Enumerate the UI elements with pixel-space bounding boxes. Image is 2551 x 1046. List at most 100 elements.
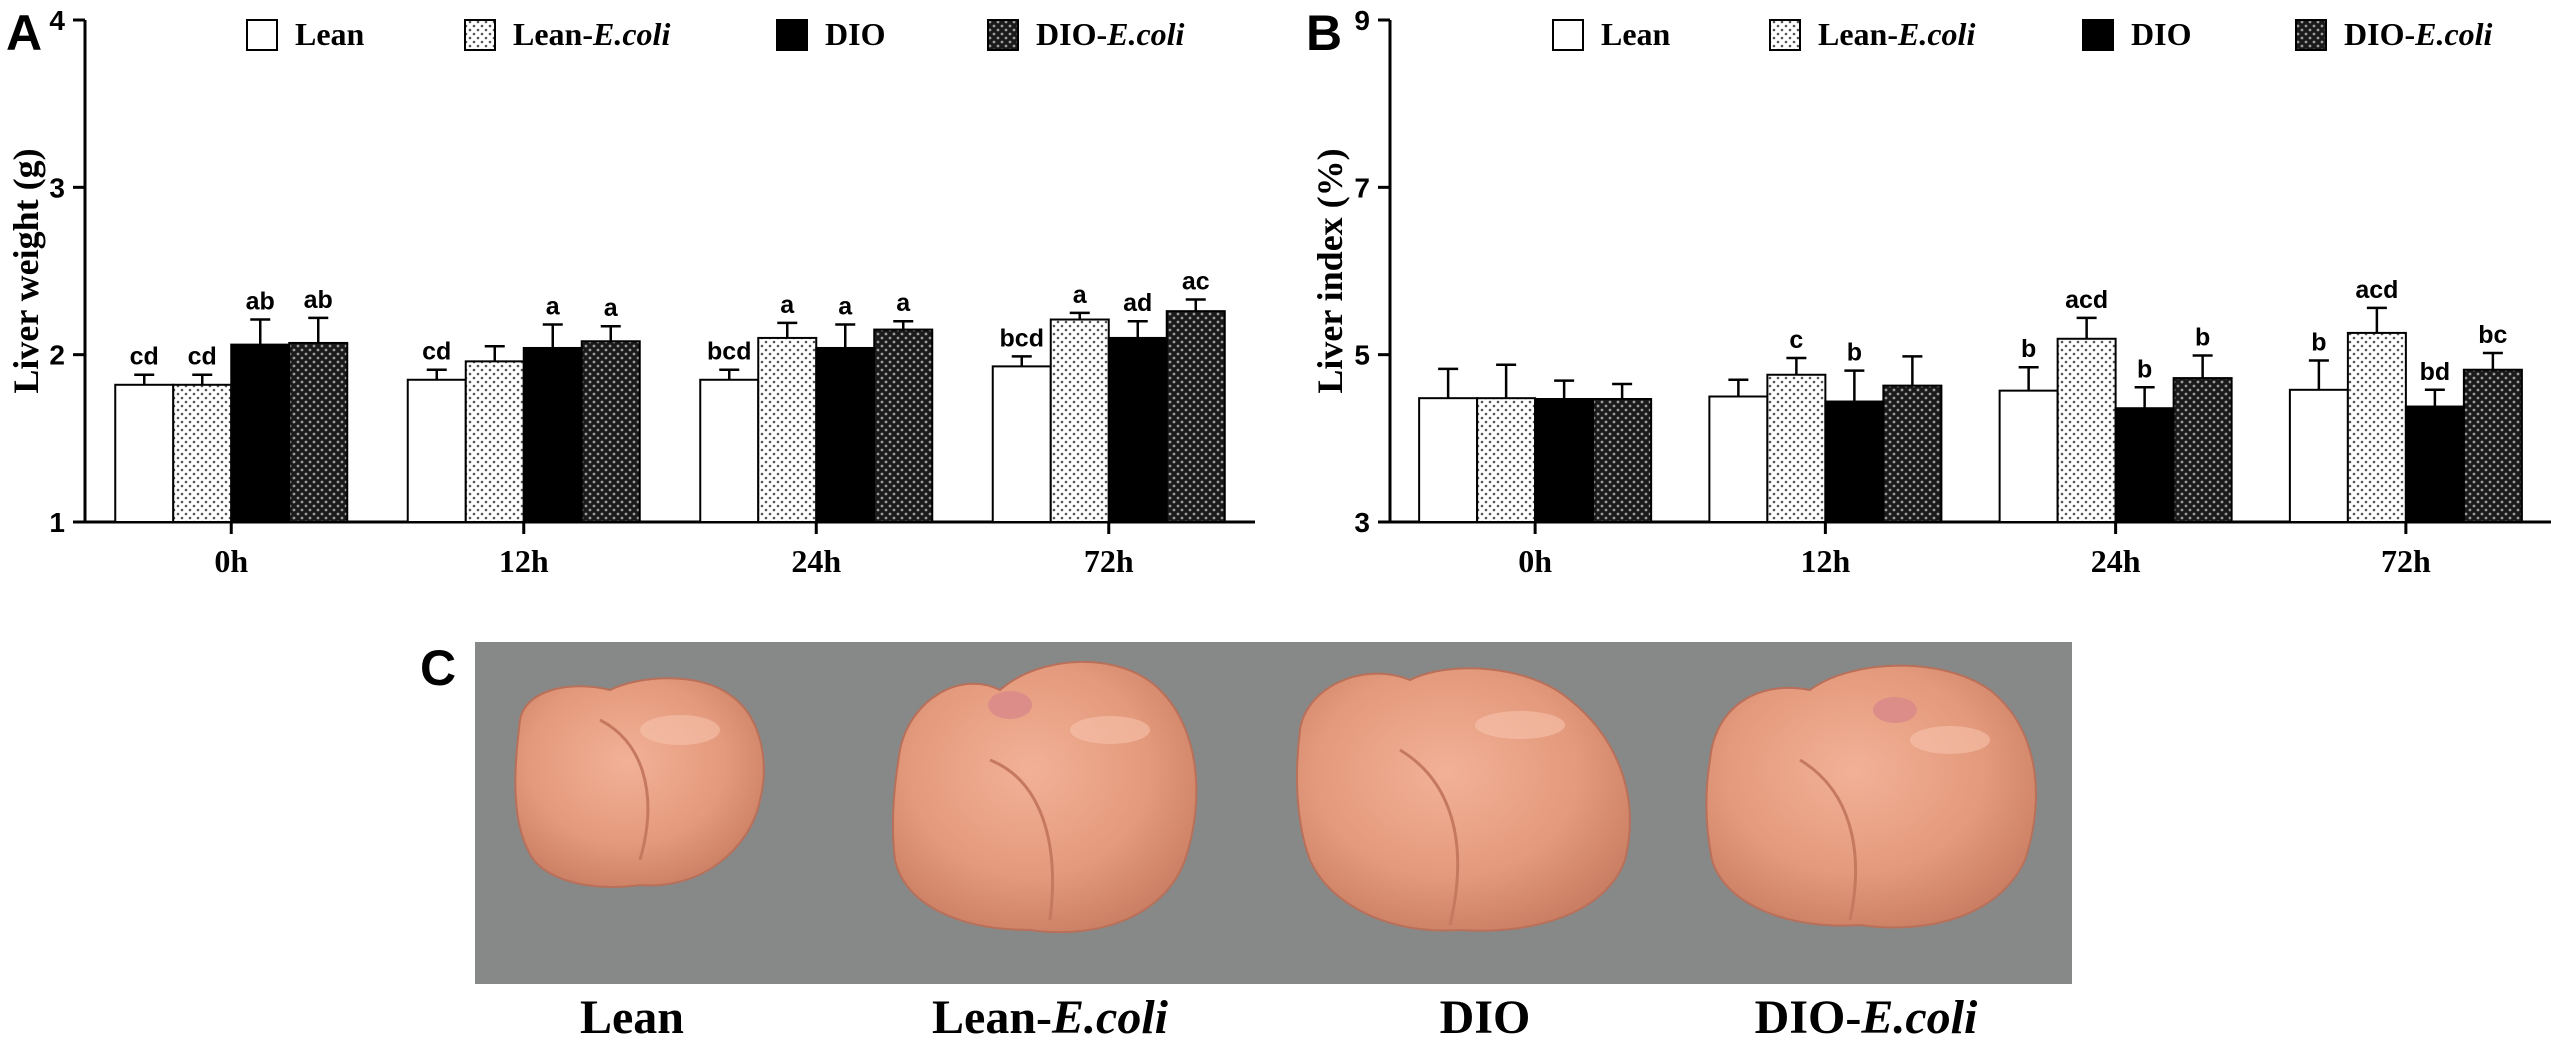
significance-label: bcd (707, 338, 751, 366)
significance-label: a (546, 293, 561, 321)
chart-liver-weight: 1 2 3 4 Liver weight (g) 0h cd cd ab ab 12h cd a a 24h… (6, 5, 1255, 579)
caption-lean-e-coli: Lean-E.coli (932, 991, 1169, 1044)
legend-label-italic: E.coli (2414, 16, 2492, 52)
legend-swatch-dio (776, 19, 808, 51)
bar-dio-e-coli-24h (2172, 377, 2233, 523)
y-tick-label: 9 (1354, 5, 1370, 36)
significance-label: cd (130, 343, 159, 371)
bar-lean-72h (991, 365, 1052, 523)
x-tick-label-72h: 72h (1084, 543, 1134, 579)
x-tick-label-24h: 24h (791, 543, 841, 579)
x-tick-label-72h: 72h (2381, 543, 2431, 579)
bar-lean-12h (1708, 395, 1769, 523)
caption-italic: E.coli (1860, 991, 1978, 1044)
significance-label: a (604, 294, 619, 322)
bar-dio-24h (2114, 407, 2175, 524)
bar-dio-72h (1107, 336, 1168, 523)
caption-italic: E.coli (1051, 991, 1169, 1044)
bar-lean-e-coli-72h (1049, 318, 1110, 523)
significance-label: b (1847, 339, 1862, 367)
significance-label: b (2195, 324, 2210, 352)
bar-dio-72h (2404, 405, 2465, 524)
legend-label-dio: DIO (2131, 16, 2191, 52)
bar-dio-12h (1824, 400, 1885, 523)
legend-label-italic: E.coli (592, 16, 670, 52)
liver-image-dio (1296, 667, 1631, 932)
y-tick-label: 2 (49, 340, 65, 371)
caption-dio-e-coli: DIO-E.coli (1755, 991, 1978, 1044)
bar-lean-24h (1998, 389, 2059, 524)
caption-dio: DIO (1440, 991, 1531, 1044)
legend-label-dio: DIO (825, 16, 885, 52)
legend-label-text: DIO- (2344, 16, 2415, 52)
significance-label: b (2021, 335, 2036, 363)
x-tick-label-0h: 0h (1518, 543, 1552, 579)
bar-lean-e-coli-72h (2346, 331, 2407, 523)
bar-dio-e-coli-12h (1882, 384, 1943, 523)
legend-label-text: Lean- (1818, 16, 1898, 52)
significance-label: ab (304, 286, 333, 314)
x-tick-label-0h: 0h (214, 543, 248, 579)
significance-label: c (1789, 326, 1803, 354)
significance-label: a (1073, 281, 1088, 309)
significance-label: ab (246, 288, 275, 316)
significance-label: bcd (1000, 324, 1044, 352)
legend-label-lean: Lean (1601, 16, 1671, 52)
significance-label: a (838, 293, 853, 321)
significance-label: b (2311, 329, 2326, 357)
bar-lean-72h (2288, 388, 2349, 523)
panel-letter-b: B (1306, 5, 1342, 61)
liver-image-dio-ecoli (1705, 664, 2037, 929)
panel-letter-c: C (420, 640, 456, 696)
bar-dio-e-coli-72h (2462, 368, 2523, 523)
bar-lean-e-coli-24h (757, 336, 818, 523)
bar-lean-0h (1418, 397, 1479, 524)
bar-lean-e-coli-12h (464, 360, 525, 523)
liver-photo-panel: Lean Lean-E.coli DIO DIO-E.coli (475, 642, 2072, 1044)
significance-label: cd (188, 343, 217, 371)
caption-text: Lean (580, 991, 684, 1044)
y-axis-label: Liver weight (g) (6, 148, 46, 393)
significance-label: a (780, 291, 795, 319)
legend-label-text: DIO (2131, 16, 2191, 52)
legend-label-lean: Lean (295, 16, 365, 52)
bar-lean-0h (114, 383, 175, 523)
legend-label-dio-e-coli: DIO-E.coli (1036, 16, 1185, 52)
bar-dio-0h (230, 343, 291, 524)
bar-dio-e-coli-0h (288, 341, 349, 523)
significance-label: bd (2420, 358, 2451, 386)
bar-dio-e-coli-12h (580, 340, 641, 523)
x-tick-label-24h: 24h (2091, 543, 2141, 579)
bar-dio-e-coli-24h (873, 328, 934, 524)
legend-swatch-lean (1552, 19, 1584, 51)
caption-text: DIO- (1755, 991, 1862, 1044)
bar-lean-12h (406, 378, 467, 523)
x-tick-label-12h: 12h (1800, 543, 1850, 579)
caption-lean: Lean (580, 991, 684, 1044)
liver-image-lean-ecoli (891, 660, 1198, 934)
legend-label-lean-e-coli: Lean-E.coli (513, 16, 670, 52)
liver-image-lean (514, 677, 765, 888)
legend-label-dio-e-coli: DIO-E.coli (2344, 16, 2493, 52)
legend-swatch-dio-e-coli (987, 19, 1019, 51)
legend-swatch-lean-e-coli (464, 19, 496, 51)
caption-text: Lean- (932, 991, 1052, 1044)
bar-dio-24h (815, 346, 876, 523)
significance-label: ac (1182, 267, 1210, 295)
y-tick-label: 3 (1354, 507, 1370, 538)
photo-captions: Lean Lean-E.coli DIO DIO-E.coli (580, 991, 1978, 1044)
y-tick-label: 1 (49, 507, 65, 538)
significance-label: acd (2355, 276, 2398, 304)
bar-lean-e-coli-12h (1766, 373, 1827, 523)
significance-label: b (2137, 355, 2152, 383)
y-axis-label: Liver index (%) (1310, 148, 1350, 393)
legend-label-text: Lean- (513, 16, 593, 52)
bar-lean-e-coli-0h (1476, 397, 1537, 524)
significance-label: a (896, 289, 911, 317)
caption-text: DIO (1440, 991, 1531, 1044)
significance-label: bc (2478, 321, 2507, 349)
legend-label-text: DIO (825, 16, 885, 52)
bar-lean-e-coli-0h (172, 383, 233, 523)
legend-swatch-lean (246, 19, 278, 51)
